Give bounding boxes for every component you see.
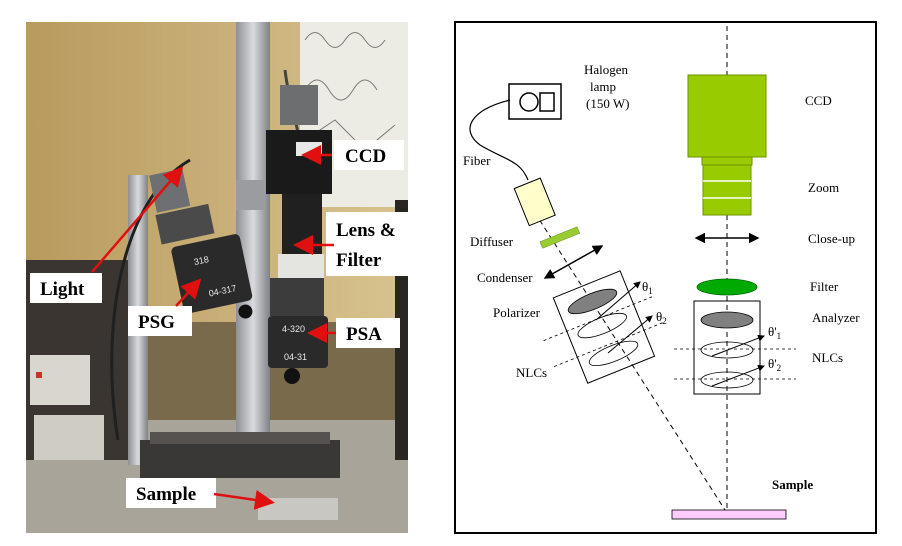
lamp-bulb-icon [519,92,539,112]
label-ccd: CCD [345,146,386,167]
label-sample-diagram: Sample [772,477,813,492]
label-box-ccd [334,140,404,170]
filter-ellipse [696,278,758,296]
label-halogen-2: lamp [590,79,616,94]
diagram-panel: Halogen lamp (150 W) Fiber Diffuser Cond… [454,21,877,534]
ccd-body [687,74,767,158]
theta1p-label: θ'1 [768,324,781,341]
nlc2-ellipse-right [700,371,754,389]
label-nlcs-right: NLCs [812,350,843,365]
psg-knob [238,304,253,319]
nlc1-ellipse-right [700,341,754,359]
zoom-lens [702,164,752,216]
psa-device-bottom: 04-31 [284,352,307,362]
lamp-reflector-icon [539,92,555,112]
label-nlcs-left: NLCs [516,365,547,380]
label-light: Light [40,279,85,300]
arrow-light [91,166,184,273]
label-sample: Sample [136,484,196,505]
label-closeup: Close-up [808,231,855,246]
label-filter: Filter [810,279,839,294]
label-box-sample [126,478,216,508]
white-filter-ring [278,254,324,278]
equipment-led [36,372,42,378]
theta1-arrow [595,281,641,321]
ccd-camera [266,130,332,194]
theta1-label: θ1 [642,279,653,296]
psg-device-top: 318 [193,254,210,267]
label-ccd-diagram: CCD [805,93,832,108]
psg-rotator [171,234,253,314]
label-halogen-1: Halogen [584,62,629,77]
psg-dash-2 [553,321,666,367]
psa-device-top: 4-320 [282,324,305,334]
label-psa: PSA [346,324,382,345]
label-halogen-3: (150 W) [586,96,629,111]
photo-equipment-box2 [34,415,104,460]
left-optical-axis [529,204,726,511]
psa-holder [270,278,324,316]
label-condenser: Condenser [477,270,533,285]
psa-box [693,300,761,395]
label-zoom: Zoom [808,180,839,195]
psg-dash-1 [543,295,656,341]
label-diffuser: Diffuser [470,234,514,249]
condenser-lens [543,245,604,279]
fiber-cable [469,99,529,181]
theta2p-arrow [711,364,765,387]
sample-slab [671,509,787,520]
label-lens-line1: Lens & [336,220,396,241]
ccd-mount [701,156,753,166]
theta2-label: θ2 [656,309,667,326]
halogen-lamp [508,83,562,120]
theta2-arrow [607,315,653,354]
label-box-light [30,273,102,303]
label-box-psa [336,318,400,348]
camera-connector [280,85,318,125]
psg-bracket [236,180,264,210]
photo-equipment-box [30,355,90,405]
diffuser [539,226,580,249]
sample-plate [258,498,338,520]
arrow-psg [175,278,202,307]
label-box-lens [326,212,408,276]
rail-base-top [150,432,330,444]
label-fiber: Fiber [463,153,491,168]
rail-post [236,22,270,462]
label-polarizer: Polarizer [493,305,541,320]
theta2p-label: θ'2 [768,356,781,373]
arrow-sample [213,489,275,510]
label-lens-line2: Filter [336,250,382,271]
analyzer-ellipse [700,311,754,329]
photo-panel: 4-320 04-31 318 04-317 CCD Lens & Filter… [26,22,408,533]
psg-upper-mount [155,203,215,245]
nlc2-ellipse-left [588,340,639,367]
theta1p-arrow [711,334,765,357]
label-psg: PSG [138,312,175,333]
psg-box [543,270,666,384]
polarizer-ellipse [567,288,618,315]
fiber-holder [513,177,556,227]
rail-base [140,440,340,478]
label-box-psg [128,306,192,336]
label-analyzer: Analyzer [812,310,860,325]
psa-knob [284,368,300,384]
